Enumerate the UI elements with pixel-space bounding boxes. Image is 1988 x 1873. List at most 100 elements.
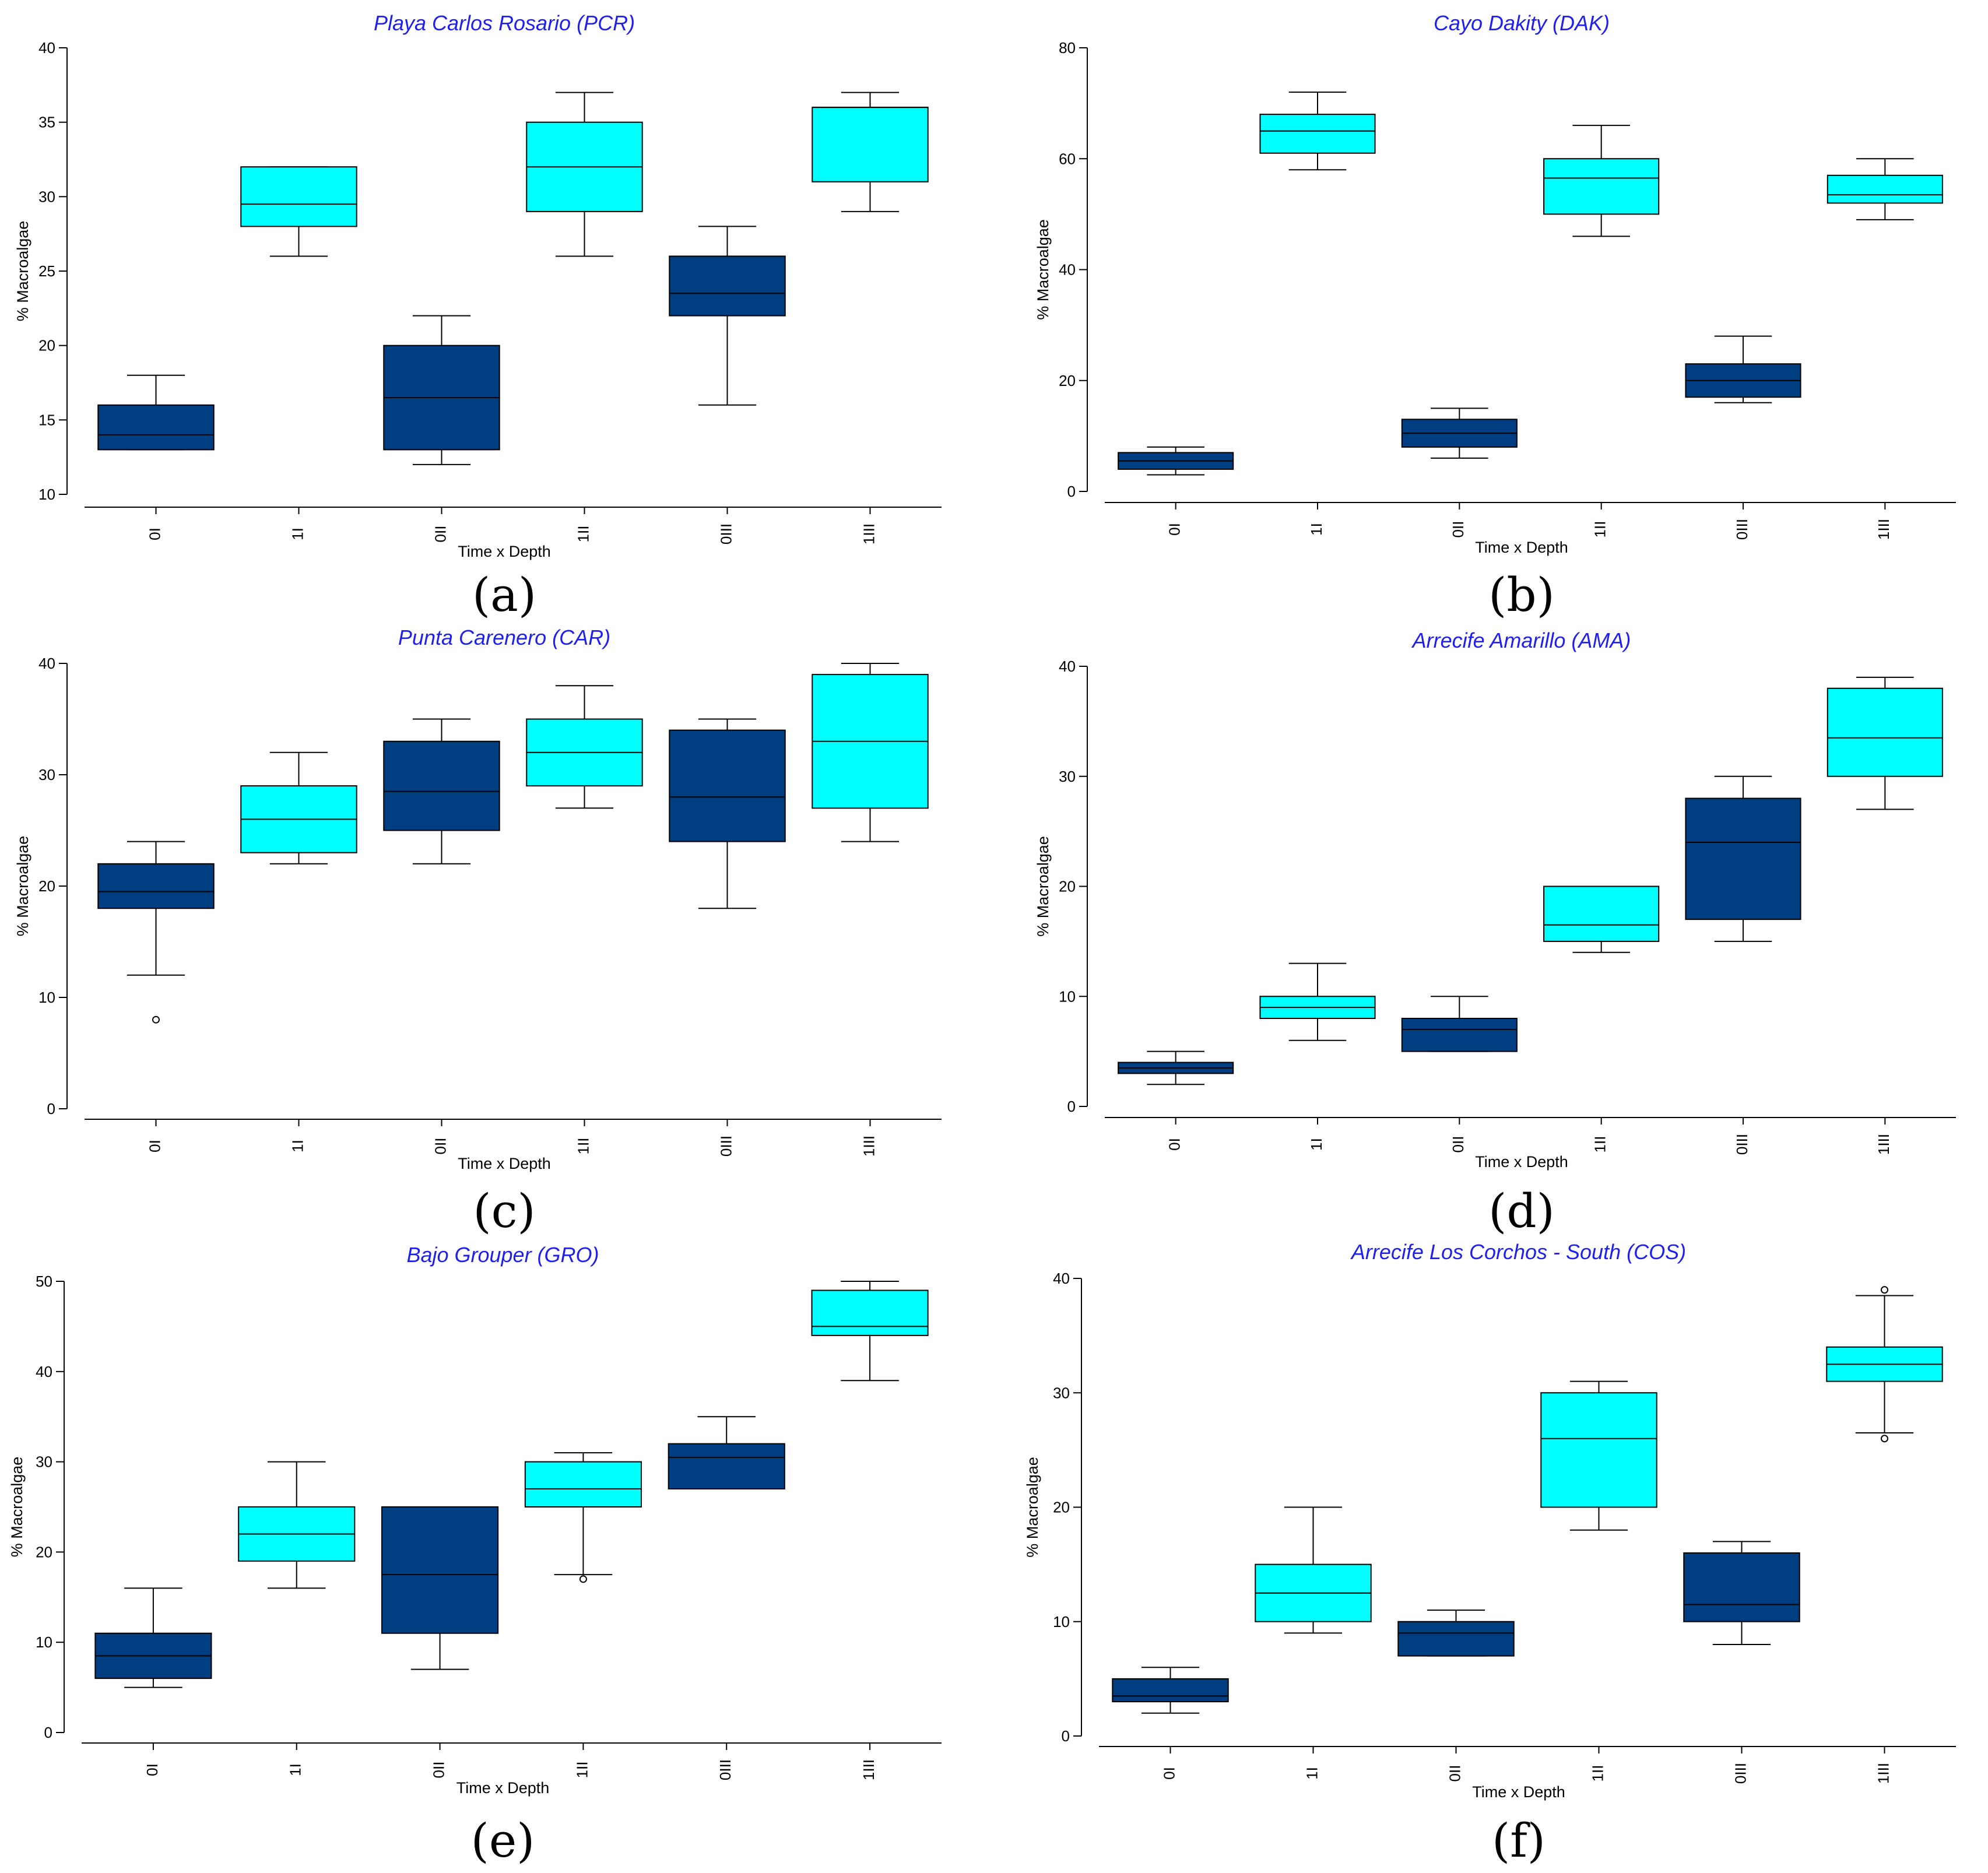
x-tick-label: 1I bbox=[289, 1140, 306, 1152]
x-axis-label: Time x Depth bbox=[1475, 539, 1568, 556]
box-1I bbox=[1259, 962, 1376, 1041]
box-iqr bbox=[97, 404, 215, 451]
box-iqr bbox=[240, 166, 357, 227]
x-tick-label: 0III bbox=[717, 1136, 735, 1157]
y-tick-label: 20 bbox=[1059, 372, 1076, 389]
x-tick-label: 0I bbox=[146, 1140, 163, 1152]
x-axis-label: Time x Depth bbox=[458, 543, 551, 560]
x-tick-label: 0II bbox=[1449, 1136, 1467, 1153]
box-1II bbox=[524, 1452, 642, 1583]
box-1I bbox=[1255, 1506, 1372, 1634]
y-tick-label: 20 bbox=[1053, 1499, 1070, 1516]
chart-panel-5: Bajo Grouper (GRO) 0 10 20 30 40 50 0I 1I 0II 1II 0… bbox=[8, 1243, 942, 1868]
y-tick-label: 30 bbox=[1059, 768, 1076, 785]
panel-letter: (b) bbox=[1488, 568, 1555, 622]
box-0II bbox=[383, 718, 500, 865]
x-tick-label: 1I bbox=[1308, 523, 1325, 536]
chart-panel-3: Punta Carenero (CAR) 0 10 20 30 40 0I 1I 0II 1II 0… bbox=[14, 625, 942, 1238]
panel-letter: (f) bbox=[1492, 1814, 1546, 1868]
box-iqr bbox=[381, 1506, 499, 1634]
y-tick-label: 0 bbox=[1067, 1098, 1076, 1115]
x-tick-label: 0III bbox=[1733, 519, 1751, 540]
box-1I bbox=[238, 1461, 356, 1589]
x-tick-label: 0III bbox=[717, 523, 735, 544]
x-tick-label: 1II bbox=[574, 1138, 592, 1155]
box-0III bbox=[1683, 1541, 1800, 1645]
y-tick-label: 40 bbox=[36, 1363, 52, 1380]
box-iqr bbox=[669, 255, 786, 317]
box-iqr bbox=[1685, 797, 1801, 920]
box-0II bbox=[1401, 996, 1518, 1052]
box-0II bbox=[381, 1506, 499, 1670]
x-tick-label: 1I bbox=[1308, 1138, 1325, 1151]
y-tick-label: 30 bbox=[1053, 1384, 1070, 1401]
x-tick-label: 1III bbox=[1875, 519, 1892, 540]
y-tick-label: 40 bbox=[1059, 658, 1076, 675]
y-tick-label: 35 bbox=[38, 114, 55, 131]
y-tick-label: 20 bbox=[36, 1543, 52, 1561]
y-tick-label: 10 bbox=[1053, 1613, 1070, 1630]
x-tick-label: 0I bbox=[1166, 1138, 1183, 1151]
panel-letter: (c) bbox=[473, 1184, 535, 1238]
y-tick-label: 20 bbox=[1059, 878, 1076, 895]
x-axis-label: Time x Depth bbox=[456, 1779, 550, 1797]
box-iqr bbox=[1259, 114, 1376, 154]
box-1III bbox=[812, 663, 929, 842]
x-tick-label: 0II bbox=[1446, 1765, 1463, 1782]
box-0I bbox=[1118, 446, 1234, 476]
x-tick-label: 1II bbox=[573, 1762, 591, 1779]
chart-panel-2: Cayo Dakity (DAK) 0 20 40 60 80 0I 1I 0II 1II 0III… bbox=[1034, 11, 1956, 622]
y-tick-label: 30 bbox=[38, 766, 55, 783]
x-tick-label: 0I bbox=[1160, 1767, 1178, 1780]
chart-panel-1: Playa Carlos Rosario (PCR) 10 15 20 25 30 35 40… bbox=[14, 11, 942, 622]
box-1III bbox=[1826, 1286, 1943, 1443]
x-tick-label: 1III bbox=[860, 1759, 877, 1780]
y-tick-label: 40 bbox=[1059, 261, 1076, 279]
box-iqr bbox=[811, 1289, 929, 1336]
y-axis-label: % Macroalgae bbox=[1034, 836, 1052, 937]
y-tick-label: 50 bbox=[36, 1273, 52, 1290]
y-tick-label: 0 bbox=[44, 1724, 52, 1741]
box-iqr bbox=[383, 740, 500, 831]
x-tick-label: 0II bbox=[1449, 521, 1467, 538]
box-iqr bbox=[1540, 1392, 1657, 1508]
y-axis-label: % Macroalgae bbox=[1024, 1457, 1041, 1558]
y-tick-label: 40 bbox=[1053, 1270, 1070, 1287]
y-tick-label: 20 bbox=[38, 877, 55, 895]
box-iqr bbox=[1543, 885, 1660, 942]
chart-title: Arrecife Amarillo (AMA) bbox=[1411, 628, 1631, 652]
y-tick-label: 60 bbox=[1059, 150, 1076, 167]
y-tick-label: 0 bbox=[1067, 483, 1076, 500]
y-tick-label: 30 bbox=[38, 188, 55, 205]
y-axis-label: % Macroalgae bbox=[8, 1457, 26, 1558]
x-tick-label: 0III bbox=[1731, 1763, 1749, 1784]
y-tick-label: 0 bbox=[47, 1100, 55, 1118]
y-tick-label: 0 bbox=[1062, 1727, 1070, 1745]
chart-title: Playa Carlos Rosario (PCR) bbox=[374, 11, 635, 35]
chart-title: Bajo Grouper (GRO) bbox=[406, 1243, 599, 1267]
chart-panel-4: Arrecife Amarillo (AMA) 0 10 20 30 40 0I 1I 0II 1… bbox=[1034, 628, 1956, 1238]
box-iqr bbox=[1827, 174, 1943, 204]
box-0I bbox=[1118, 1050, 1234, 1085]
y-tick-label: 40 bbox=[38, 39, 55, 57]
box-1II bbox=[526, 685, 643, 809]
box-0III bbox=[1685, 335, 1801, 403]
box-iqr bbox=[1683, 1552, 1800, 1622]
box-1I bbox=[240, 751, 357, 865]
box-1III bbox=[811, 1281, 929, 1382]
outlier-point bbox=[1881, 1435, 1888, 1443]
x-tick-label: 1III bbox=[1874, 1763, 1892, 1784]
box-0I bbox=[94, 1587, 212, 1688]
x-tick-label: 1III bbox=[860, 1136, 877, 1157]
box-iqr bbox=[669, 729, 786, 842]
box-0III bbox=[669, 226, 786, 406]
box-iqr bbox=[1401, 1018, 1518, 1052]
panel-letter: (d) bbox=[1488, 1184, 1555, 1238]
box-1II bbox=[526, 92, 643, 257]
x-tick-label: 0II bbox=[431, 526, 449, 543]
box-1III bbox=[812, 92, 929, 212]
box-iqr bbox=[1543, 158, 1660, 215]
box-iqr bbox=[1112, 1678, 1229, 1703]
box-0II bbox=[1397, 1610, 1515, 1657]
box-0I bbox=[97, 374, 215, 451]
